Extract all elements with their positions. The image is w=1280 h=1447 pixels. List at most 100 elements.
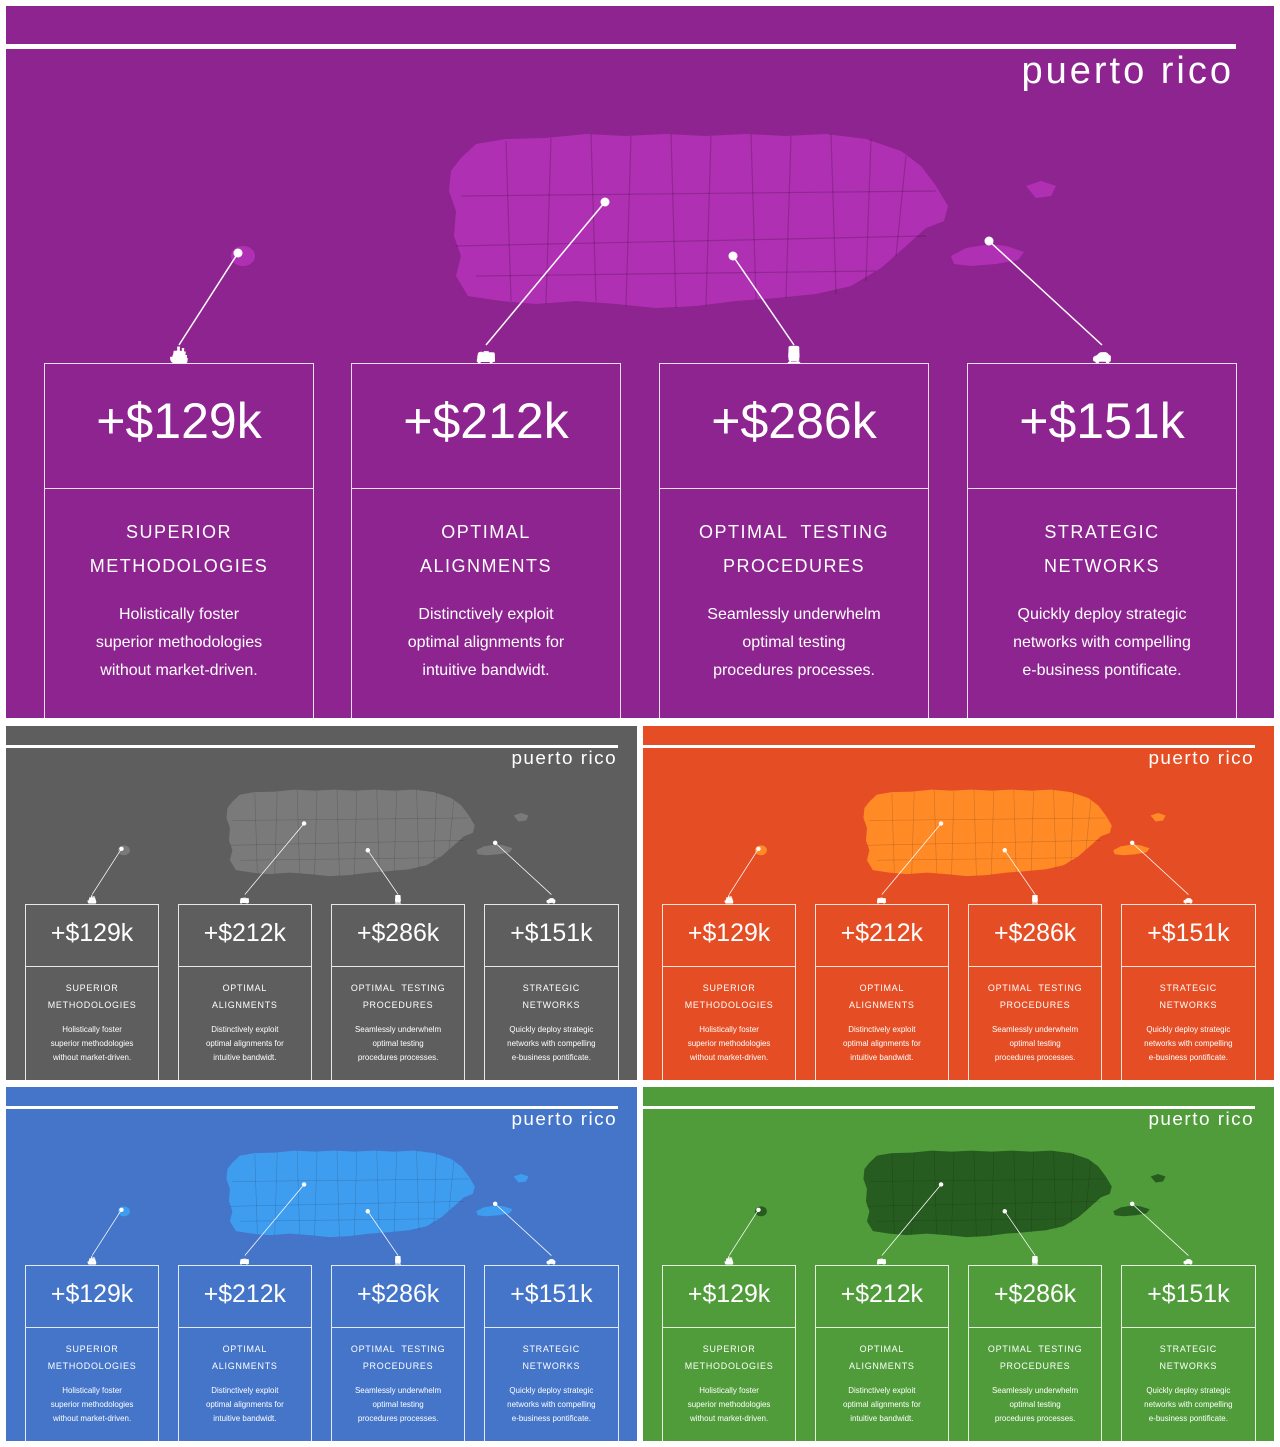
car-icon: 🚗 [546, 1255, 557, 1265]
municipal-border [1013, 789, 1017, 873]
stat-card: +$129k SUPERIOR METHODOLOGIES Holistically … [661, 1264, 797, 1441]
top-divider-line [6, 44, 1236, 49]
card-heading-line: OPTIMAL [441, 522, 531, 542]
stat-value: +$286k [993, 918, 1077, 947]
card-description-line: Distinctively exploit [211, 1025, 279, 1035]
main-island-shape [226, 789, 475, 877]
bus-icon: 🚌 [476, 347, 496, 364]
connector-line [728, 848, 759, 895]
card-description-line: Holistically foster [62, 1386, 122, 1396]
stat-card: +$286k OPTIMAL TESTING PROCEDURES Seamlessl… [659, 363, 929, 718]
card-description-line: Seamlessly underwhelm [354, 1386, 442, 1396]
card-heading-line: NETWORKS [1159, 1000, 1218, 1011]
connector-dot [301, 821, 307, 826]
municipal-border [376, 789, 380, 873]
connector-line [732, 255, 795, 346]
stat-card: +$212k OPTIMAL ALIGNMENTS Distinctively exp… [351, 363, 621, 718]
stat-value: +$129k [687, 1279, 771, 1308]
card-description-line: without market-driven. [52, 1413, 132, 1423]
card-heading-line: ALIGNMENTS [849, 1000, 915, 1011]
card-heading-line: SUPERIOR [65, 983, 119, 994]
card-description-line: networks with compelling [1144, 1399, 1233, 1409]
municipal-border [1053, 789, 1057, 870]
connector-line [1004, 850, 1036, 895]
train-icon: 🚆 [1030, 894, 1041, 904]
card-description-line: intuitive bandwidt. [213, 1052, 277, 1062]
car-icon: 🚗 [1183, 1255, 1194, 1265]
card-description-line: procedures processes. [357, 1413, 439, 1423]
connector-dot [301, 1182, 307, 1187]
connector-dot [1129, 840, 1135, 846]
municipal-border [336, 1150, 340, 1238]
municipal-border [354, 1151, 358, 1237]
card-description-line: superior methodologies [687, 1399, 771, 1409]
card-description-line: optimal testing [742, 634, 846, 651]
connector-line [1131, 1203, 1189, 1256]
connector-line [494, 842, 552, 895]
municipal-border [393, 790, 397, 872]
municipal-border [254, 1154, 258, 1234]
card-heading-line: ALIGNMENTS [849, 1361, 915, 1372]
card-heading-line: ALIGNMENTS [212, 1361, 278, 1372]
connector-dot [492, 1201, 498, 1207]
card-divider [968, 966, 1102, 968]
ship-icon: 🚢 [724, 1255, 735, 1265]
connector-dot [728, 251, 738, 261]
vieques-island-shape [951, 244, 1024, 266]
card-heading-line: STRATEGIC [522, 983, 580, 994]
municipal-border [951, 790, 955, 876]
card-description-line: optimal testing [372, 1399, 424, 1409]
municipal-border [336, 789, 340, 877]
culebra-island-shape [513, 813, 529, 822]
municipal-border [670, 133, 677, 309]
card-heading-line: SUPERIOR [702, 983, 756, 994]
card-description-line: Distinctively exploit [848, 1025, 916, 1035]
ship-icon: 🚢 [724, 894, 735, 904]
stat-card: +$151k STRATEGIC NETWORKS Quickly deploy st… [967, 363, 1237, 718]
card-heading-line: STRATEGIC [522, 1344, 580, 1355]
connector-dot [492, 840, 498, 846]
card-description-line: Seamlessly underwhelm [354, 1025, 442, 1035]
card-divider [1122, 966, 1255, 968]
municipal-border [911, 1152, 915, 1236]
card-description-line: procedures processes. [994, 1052, 1076, 1062]
card-description-line: Holistically foster [699, 1386, 759, 1396]
card-divider [45, 488, 313, 489]
connector-line [244, 823, 305, 895]
card-description-line: optimal alignments for [205, 1038, 284, 1048]
stat-card: +$129k SUPERIOR METHODOLOGIES Holistically … [24, 1264, 160, 1441]
card-heading-line: METHODOLOGIES [684, 1361, 774, 1372]
card-heading-line: STRATEGIC [1159, 983, 1217, 994]
connector-line [244, 1184, 305, 1256]
municipal-border [750, 133, 757, 301]
stat-value: +$212k [203, 918, 286, 947]
stat-value: +$286k [993, 1279, 1077, 1308]
municipal-border [314, 1151, 318, 1237]
connector-line [1004, 1211, 1036, 1256]
stat-value: +$129k [96, 393, 262, 449]
car-icon: 🚗 [546, 894, 557, 904]
stat-value: +$129k [50, 1279, 134, 1308]
card-description-line: Quickly deploy strategic [1146, 1386, 1231, 1396]
main-island-shape [449, 134, 948, 308]
card-description-line: Distinctively exploit [418, 606, 554, 623]
municipal-border [433, 792, 437, 863]
stat-value: +$151k [510, 1279, 593, 1308]
municipal-border [1030, 1151, 1034, 1233]
card-heading-line: NETWORKS [522, 1361, 581, 1372]
connector-line [178, 252, 239, 346]
card-description-line: procedures processes. [357, 1052, 439, 1062]
municipal-border [274, 1152, 278, 1236]
stat-value: +$151k [1147, 1279, 1230, 1308]
card-description-line: superior methodologies [95, 634, 263, 651]
card-heading-line: NETWORKS [1043, 556, 1160, 576]
municipal-border [590, 133, 597, 303]
municipal-border [991, 1151, 995, 1237]
connector-line [367, 1211, 399, 1256]
card-divider [662, 966, 796, 968]
card-divider [968, 488, 1236, 489]
slide-title: puerto rico [511, 1108, 618, 1130]
card-description-line: e-business pontificate. [1022, 662, 1182, 679]
top-divider-line [643, 744, 1256, 748]
municipal-border [1013, 1150, 1017, 1234]
